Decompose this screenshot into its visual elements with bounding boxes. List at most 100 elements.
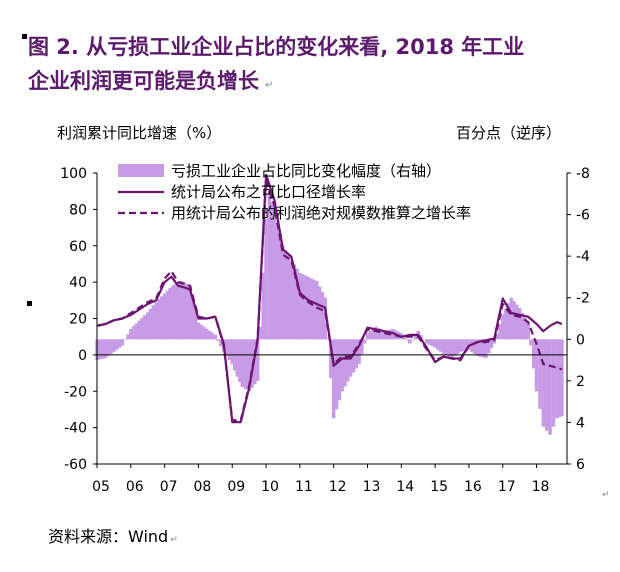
- x-tick-label: 10: [261, 479, 279, 495]
- bar: [501, 314, 505, 340]
- x-tick-label: 07: [160, 479, 178, 495]
- right-tick-label: 2: [576, 374, 585, 390]
- right-tick-label: 6: [576, 457, 585, 473]
- bar: [498, 324, 502, 340]
- x-tick-label: 08: [194, 479, 212, 495]
- bar: [146, 312, 150, 340]
- title-bullet: [22, 34, 27, 39]
- chart-legend: 亏损工业企业占比同比变化幅度（右轴） 统计局公布之可比口径增长率用统计局公布的利润…: [118, 162, 471, 222]
- bar: [555, 339, 559, 419]
- bar: [430, 339, 435, 347]
- legend-label: 亏损工业企业占比同比变化幅度（右轴）: [171, 162, 441, 180]
- bar: [191, 297, 195, 340]
- bar: [202, 326, 206, 340]
- paragraph-mark-icon: ↵: [265, 80, 274, 91]
- bar: [174, 283, 178, 340]
- bar: [117, 339, 122, 348]
- bar: [210, 333, 215, 340]
- bar: [199, 324, 203, 340]
- bar-series: [95, 193, 564, 435]
- bar: [450, 339, 454, 358]
- bar: [160, 296, 164, 340]
- bar: [230, 339, 234, 365]
- bar: [100, 339, 105, 359]
- bar: [247, 339, 251, 392]
- bar: [541, 339, 546, 427]
- left-tick-label: 0: [78, 348, 87, 364]
- bar: [424, 339, 429, 344]
- left-tick-label: 20: [69, 312, 87, 328]
- bar: [529, 339, 533, 346]
- bar: [264, 218, 268, 340]
- bar: [213, 335, 218, 340]
- bar: [489, 339, 494, 349]
- legend-swatch-bar: [118, 164, 164, 177]
- bar: [557, 339, 562, 418]
- bar: [379, 329, 384, 340]
- x-tick-label: 16: [464, 479, 482, 495]
- bar: [227, 339, 232, 361]
- x-tick-label: 18: [532, 479, 550, 495]
- bar: [306, 276, 311, 340]
- bar: [298, 272, 302, 340]
- chart-title: 图 2. 从亏损工业企业占比的变化来看, 2018 年工业 企业利润更可能是负增…: [22, 30, 613, 103]
- bar: [312, 279, 316, 340]
- line-series: [96, 173, 563, 424]
- bar: [506, 303, 511, 340]
- bar: [98, 339, 102, 360]
- bar: [329, 339, 333, 379]
- x-tick-label: 14: [396, 479, 414, 495]
- bar: [255, 339, 260, 381]
- bar: [343, 339, 347, 387]
- bar: [551, 339, 556, 427]
- x-tick-label: 15: [430, 479, 448, 495]
- bar: [182, 282, 187, 340]
- bar: [515, 304, 519, 340]
- bar: [131, 326, 136, 340]
- bar: [317, 286, 322, 340]
- left-tick-label: 80: [69, 202, 87, 218]
- bar: [323, 297, 327, 340]
- bar: [295, 268, 299, 340]
- bar: [103, 339, 108, 358]
- bar: [134, 323, 139, 340]
- bar: [320, 292, 325, 340]
- bar: [337, 339, 342, 401]
- bar: [205, 328, 209, 340]
- left-tick-label: -40: [64, 421, 87, 437]
- bar: [154, 301, 158, 340]
- bar: [292, 264, 296, 340]
- legend-label: 用统计局公布的利润绝对规模数推算之增长率: [171, 204, 471, 222]
- bar: [129, 328, 133, 340]
- bar: [408, 339, 412, 344]
- bar: [509, 297, 513, 340]
- chart-title-line2: 企业利润更可能是负增长: [28, 69, 259, 93]
- bar: [281, 245, 285, 340]
- bar: [478, 339, 482, 357]
- bar: [427, 339, 432, 345]
- right-tick-label: -4: [576, 249, 590, 265]
- bar: [171, 285, 175, 340]
- chart-title-line2-wrap: 企业利润更可能是负增长 ↵: [28, 64, 613, 103]
- bar: [354, 339, 358, 369]
- x-tick-label: 13: [363, 479, 381, 495]
- bar: [126, 334, 130, 340]
- left-tick-label: 100: [60, 166, 87, 182]
- bar: [464, 339, 468, 351]
- bar: [148, 308, 153, 340]
- bar: [112, 339, 116, 352]
- bar: [475, 339, 480, 356]
- bar: [193, 310, 198, 340]
- bar: [560, 339, 564, 417]
- bar: [436, 339, 440, 350]
- bar: [106, 339, 110, 356]
- x-tick-label: 17: [498, 479, 516, 495]
- bar: [244, 339, 248, 390]
- bar: [410, 339, 415, 340]
- bar: [109, 339, 113, 354]
- right-tick-label: -6: [576, 208, 590, 224]
- bar: [405, 339, 409, 340]
- bar: [447, 339, 451, 357]
- bar: [532, 339, 536, 369]
